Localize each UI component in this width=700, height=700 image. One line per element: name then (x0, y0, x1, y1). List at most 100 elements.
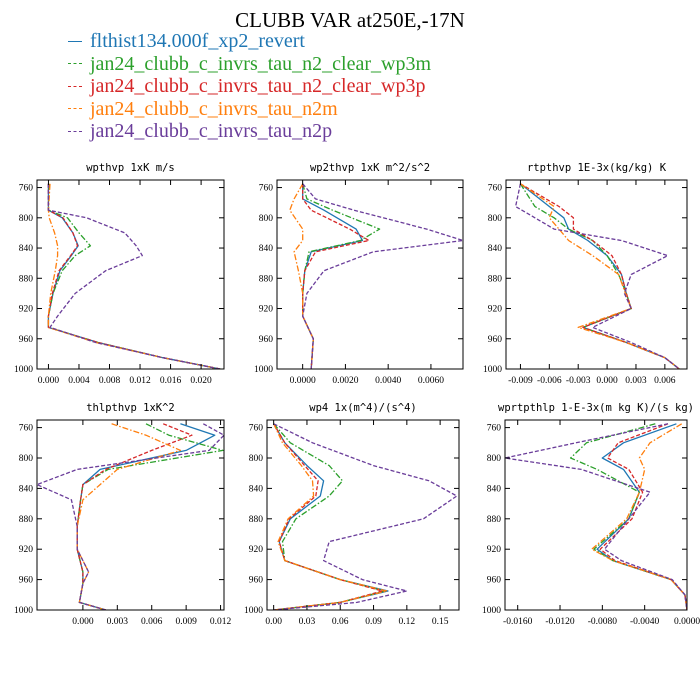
y-tick-label: 1000 (14, 606, 33, 616)
x-tick-label: -0.0080 (588, 617, 618, 627)
y-tick-label: 760 (19, 424, 34, 434)
panel-title: wp4 1x(m^4)/(s^4) (309, 402, 416, 414)
y-tick-label: 800 (19, 454, 34, 464)
series-line (47, 183, 221, 369)
y-tick-label: 920 (19, 305, 34, 315)
series-line (273, 423, 384, 610)
series-line (591, 423, 687, 610)
y-tick-label: 880 (488, 274, 503, 284)
x-tick-label: 0.15 (432, 617, 449, 627)
y-tick-label: 800 (488, 214, 503, 224)
y-tick-label: 960 (19, 576, 34, 586)
panel-title: wp2thvp 1xK m^2/s^2 (310, 162, 430, 174)
figure-title: CLUBB VAR at250E,-17N (235, 8, 465, 32)
y-tick-label: 960 (19, 335, 34, 345)
legend-label: jan24_clubb_c_invrs_tau_n2_clear_wp3m (90, 52, 432, 75)
series-line (273, 423, 388, 610)
y-tick-label: 800 (249, 454, 264, 464)
y-tick-label: 920 (249, 545, 264, 555)
x-tick-label: 0.000 (38, 376, 60, 386)
series-group (37, 423, 224, 610)
legend-swatch (68, 63, 82, 65)
series-line (505, 423, 687, 610)
series-line (76, 423, 193, 610)
legend-entry-n2p: jan24_clubb_c_invrs_tau_n2p (68, 120, 431, 143)
series-group (289, 183, 463, 369)
series-line (273, 423, 458, 610)
x-tick-label: 0.000 (72, 617, 94, 627)
legend-label: jan24_clubb_c_invrs_tau_n2p (90, 120, 333, 143)
y-tick-label: 760 (249, 424, 264, 434)
y-tick-label: 840 (19, 244, 34, 254)
y-tick-label: 920 (488, 305, 503, 315)
x-tick-label: -0.009 (508, 376, 533, 386)
series-line (273, 423, 386, 610)
x-tick-label: 0.0040 (375, 376, 401, 386)
series-line (47, 183, 221, 369)
series-group (47, 183, 221, 369)
y-tick-label: 760 (488, 184, 503, 194)
panel-1: wpthvp 1xK m/s 760 800 840 880 920 960 1000 0.00… (14, 162, 225, 386)
legend-label: flthist134.000f_xp2_revert (90, 30, 305, 53)
plot-frame (504, 419, 688, 611)
series-line (519, 183, 680, 369)
y-tick-label: 840 (488, 244, 503, 254)
y-tick-label: 760 (259, 184, 274, 194)
x-tick-label: 0.12 (399, 617, 416, 627)
plot-frame (276, 179, 464, 370)
legend-swatch (68, 130, 82, 132)
series-group (505, 423, 687, 610)
x-tick-label: 0.09 (365, 617, 382, 627)
series-line (302, 183, 364, 369)
x-tick-label: -0.0120 (545, 617, 575, 627)
y-tick-label: 960 (487, 576, 502, 586)
y-tick-label: 880 (249, 515, 264, 525)
series-group (514, 183, 680, 369)
y-tick-label: 920 (19, 545, 34, 555)
x-tick-label: -0.0160 (503, 617, 533, 627)
x-tick-label: 0.012 (210, 617, 232, 627)
x-tick-label: 0.03 (299, 617, 316, 627)
series-line (520, 183, 680, 369)
series-line (37, 423, 224, 610)
x-tick-label: 0.0020 (332, 376, 358, 386)
y-tick-label: 880 (19, 515, 34, 525)
x-tick-label: -0.006 (537, 376, 562, 386)
x-tick-label: 0.012 (129, 376, 151, 386)
x-tick-label: -0.003 (566, 376, 591, 386)
panel-5: wp4 1x(m^4)/(s^4)76080084088092096010000… (244, 402, 460, 627)
series-line (76, 423, 216, 610)
y-tick-label: 920 (487, 545, 502, 555)
series-line (47, 183, 221, 369)
panel-title: rtpthvp 1E-3x(kg/kg) K (527, 162, 667, 174)
series-line (520, 183, 680, 369)
plot-frame (36, 419, 225, 611)
y-tick-label: 960 (488, 335, 503, 345)
y-tick-label: 960 (249, 576, 264, 586)
panel-6: wprtpthlp 1-E-3x(m kg K)/(s kg) 760 800 840… (482, 402, 700, 627)
y-tick-label: 880 (19, 274, 34, 284)
y-tick-label: 920 (259, 305, 274, 315)
x-tick-label: 0.000 (596, 376, 618, 386)
legend: flthist134.000f_xp2_revert jan24_clubb_c… (68, 30, 431, 143)
legend-label: jan24_clubb_c_invrs_tau_n2_clear_wp3p (90, 75, 426, 98)
y-tick-label: 960 (259, 335, 274, 345)
panel-title: wpthvp 1xK m/s (86, 162, 175, 174)
y-tick-label: 760 (19, 184, 34, 194)
y-tick-label: 880 (487, 515, 502, 525)
y-tick-label: 1000 (244, 606, 263, 616)
panel-title: wprtpthlp 1-E-3x(m kg K)/(s kg) (498, 402, 694, 414)
plot-frame (505, 179, 688, 370)
y-tick-label: 1000 (482, 606, 501, 616)
legend-swatch (68, 108, 82, 110)
legend-entry-clear-wp3p: jan24_clubb_c_invrs_tau_n2_clear_wp3p (68, 75, 431, 98)
legend-label: jan24_clubb_c_invrs_tau_n2m (90, 97, 338, 120)
x-tick-label: 0.0060 (418, 376, 444, 386)
x-tick-label: 0.004 (68, 376, 90, 386)
y-tick-label: 1000 (14, 365, 33, 375)
y-tick-label: 840 (487, 484, 502, 494)
x-tick-label: 0.008 (99, 376, 121, 386)
y-tick-label: 800 (487, 454, 502, 464)
plot-frame (36, 179, 225, 370)
